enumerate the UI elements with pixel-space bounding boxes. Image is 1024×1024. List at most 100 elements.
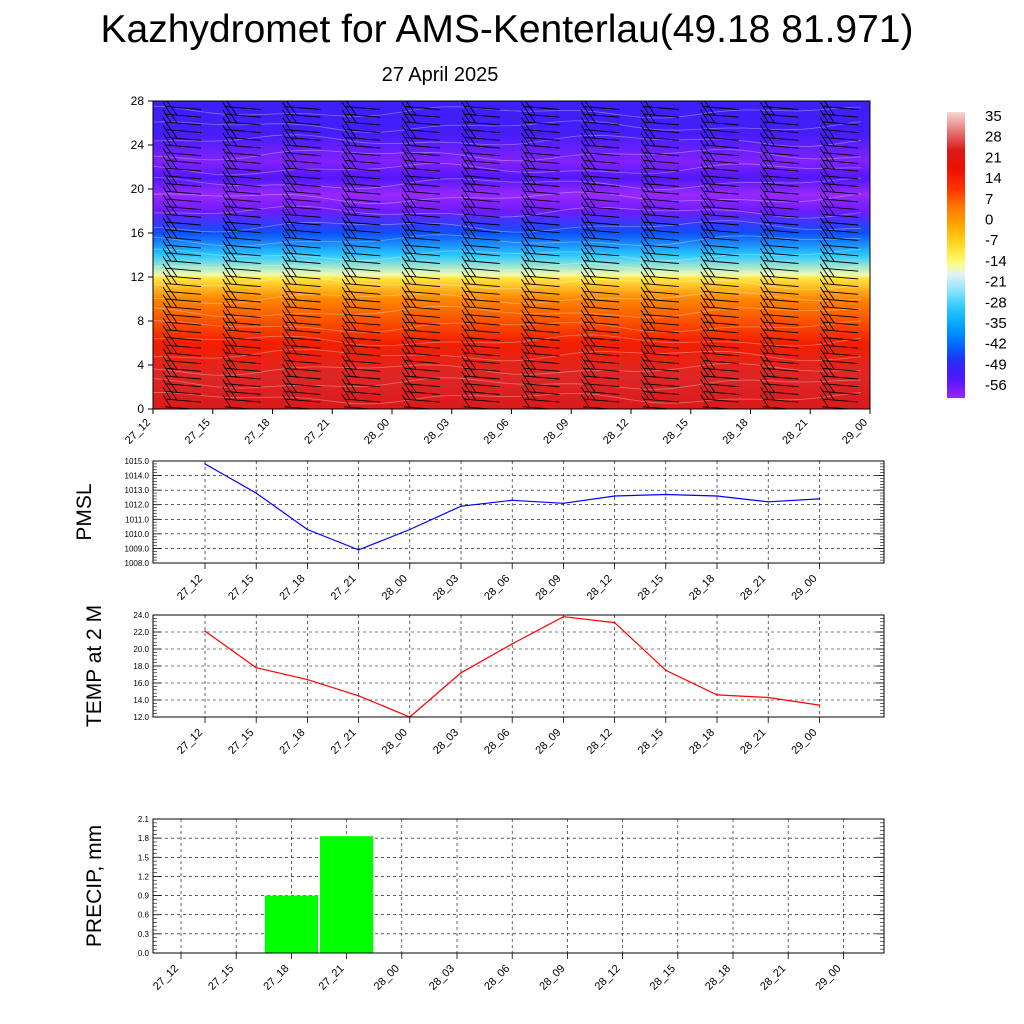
wind-barb-flag [760,302,769,316]
wind-barb-flag [521,363,530,377]
wind-barb-flag [819,132,829,146]
wind-barb-flag [469,383,477,393]
wind-barb-flag [401,101,411,115]
xtick-label: 28_18 [687,573,717,603]
wind-barb-flag [700,248,710,262]
ytick-label: 1008.0 [125,559,150,568]
wind-barb-flag [349,336,357,347]
wind-barb-flag [401,163,411,177]
wind-barb-flag [588,313,596,324]
wind-barb [580,263,620,280]
wind-barb [284,101,321,110]
wind-barb-flag [230,152,238,162]
wind-barb [819,186,859,203]
colorbar-label: 21 [985,149,1002,166]
wind-barb-flag [640,125,650,139]
wind-barb-flag [282,209,291,223]
wind-barb-flag [230,198,238,208]
ytick-label: 1.5 [138,853,150,862]
wind-barb-flag [640,348,650,362]
colorbar-label: -49 [985,356,1007,373]
wind-barb-flag [580,117,590,131]
wind-barb [341,140,381,157]
wind-barb-flag [349,267,357,278]
wind-barb [700,271,739,288]
temp-panel: 12.0 14.0 16.0 18.0 20.0 22.0 24.0 27_12 27_15 27… [83,605,885,757]
wind-barb [162,178,202,195]
wind-barb-flag [700,217,710,231]
wind-barb-flag [341,155,351,169]
wind-barb [461,178,500,195]
wind-barb-flag [282,178,291,192]
wind-barb-flag [222,202,232,216]
wind-barb [461,194,500,211]
wind-barb-flag [222,386,232,400]
wind-barb-flag [461,217,471,231]
wind-barb-flag [469,367,477,378]
wind-barb [819,325,859,341]
xtick-label: 27_18 [261,963,291,993]
wind-barb-flag [461,101,471,115]
wind-barb-flag [819,340,829,354]
wind-barb [521,363,560,380]
wind-barb-flag [170,298,178,308]
wind-barb [700,125,739,141]
wind-barb [640,263,680,280]
wind-barb-flag [580,101,590,115]
wind-barb-flag [401,271,411,285]
wind-barb [461,332,500,349]
wind-barb [282,232,321,249]
wind-barb [222,332,261,349]
wind-barb [580,271,620,288]
wind-barb-flag [768,129,775,139]
wind-barb [282,263,321,280]
wind-barb [344,101,381,110]
heatmap-xtick-label: 28_09 [541,417,571,447]
wind-barb [819,279,859,295]
wind-barb-flag [222,194,232,208]
wind-barb-flag [469,298,477,308]
wind-barb [222,317,261,334]
wind-barb-flag [409,383,417,393]
wind-barb-flag [768,198,775,208]
heatmap-contour [153,320,862,333]
ytick-label: 0.3 [138,930,150,939]
wind-barb-flag [401,309,411,323]
wind-barb-flag [290,267,297,278]
wind-barb-flag [290,390,297,401]
wind-barb [580,109,620,126]
wind-barb [341,279,381,295]
wind-barb [580,101,620,118]
wind-barb-flag [469,129,477,139]
wind-barb-flag [827,298,835,308]
wind-barb-flag [819,363,829,377]
wind-barb [162,248,202,264]
wind-barb-flag [760,317,769,331]
xtick-label: 28_00 [372,963,402,993]
pmsl-point [511,499,513,502]
wind-barb-flag [401,340,411,354]
wind-barb-flag [341,294,351,308]
ytick-label: 12.0 [133,713,149,722]
wind-barb-flag [290,336,297,347]
wind-barb [282,371,321,388]
wind-barb [282,386,321,403]
wind-barb-flag [760,348,769,362]
wind-barb [700,286,739,303]
wind-barb-flag [282,348,291,362]
wind-barb-flag [521,332,530,346]
wind-barb-flag [648,383,656,393]
wind-barb-flag [409,313,417,324]
wind-barb-flag [461,140,471,154]
wind-barb-flag [349,105,357,116]
xtick-label: 28_00 [380,727,410,757]
wind-barb-flag [282,148,291,162]
xtick-label: 28_03 [431,727,461,757]
wind-barb-flag [819,202,829,216]
pmsl-panel: 1008.0 1009.0 1010.0 1011.0 1012.0 1013.0 1014… [73,457,885,603]
wind-barb-flag [290,129,297,139]
wind-barb-flag [409,360,417,370]
wind-barb-flag [401,294,411,308]
wind-barb-flag [819,148,829,162]
wind-barb-flag [827,229,835,239]
